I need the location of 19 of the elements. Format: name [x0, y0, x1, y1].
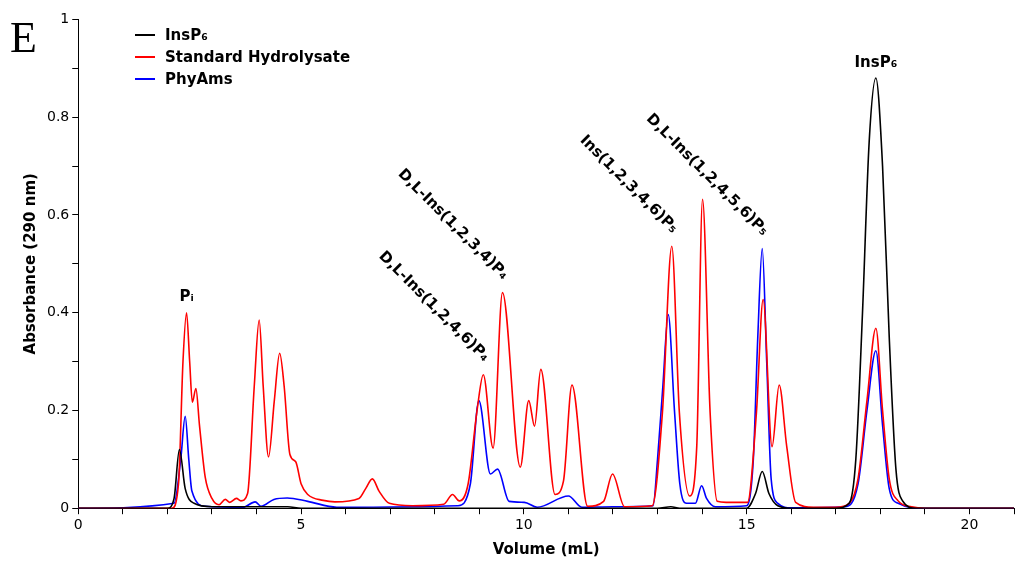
- y-tick-label: 0: [60, 498, 70, 515]
- x-axis-title: Volume (mL): [492, 539, 600, 558]
- annotation: InsP₆: [854, 52, 898, 71]
- legend-label: PhyAms: [165, 69, 233, 90]
- x-tick-label: 20: [960, 516, 979, 533]
- legend-label: Standard Hydrolysate: [165, 47, 351, 68]
- y-tick-label: 0.4: [47, 303, 70, 320]
- y-axis-title: Absorbance (290 nm): [20, 173, 39, 355]
- y-tick-label: 0.6: [47, 205, 70, 222]
- y-tick-label: 0.2: [47, 401, 70, 418]
- y-tick-label: 0.8: [47, 107, 70, 124]
- text: E: [10, 12, 37, 62]
- x-tick-label: 10: [514, 516, 533, 533]
- annotation: Pᵢ: [179, 287, 194, 306]
- y-tick-label: 1: [60, 10, 70, 27]
- x-tick-label: 5: [296, 516, 306, 533]
- x-tick-label: 15: [737, 516, 756, 533]
- x-tick-label: 0: [73, 516, 83, 533]
- legend-label: InsP₆: [165, 25, 208, 46]
